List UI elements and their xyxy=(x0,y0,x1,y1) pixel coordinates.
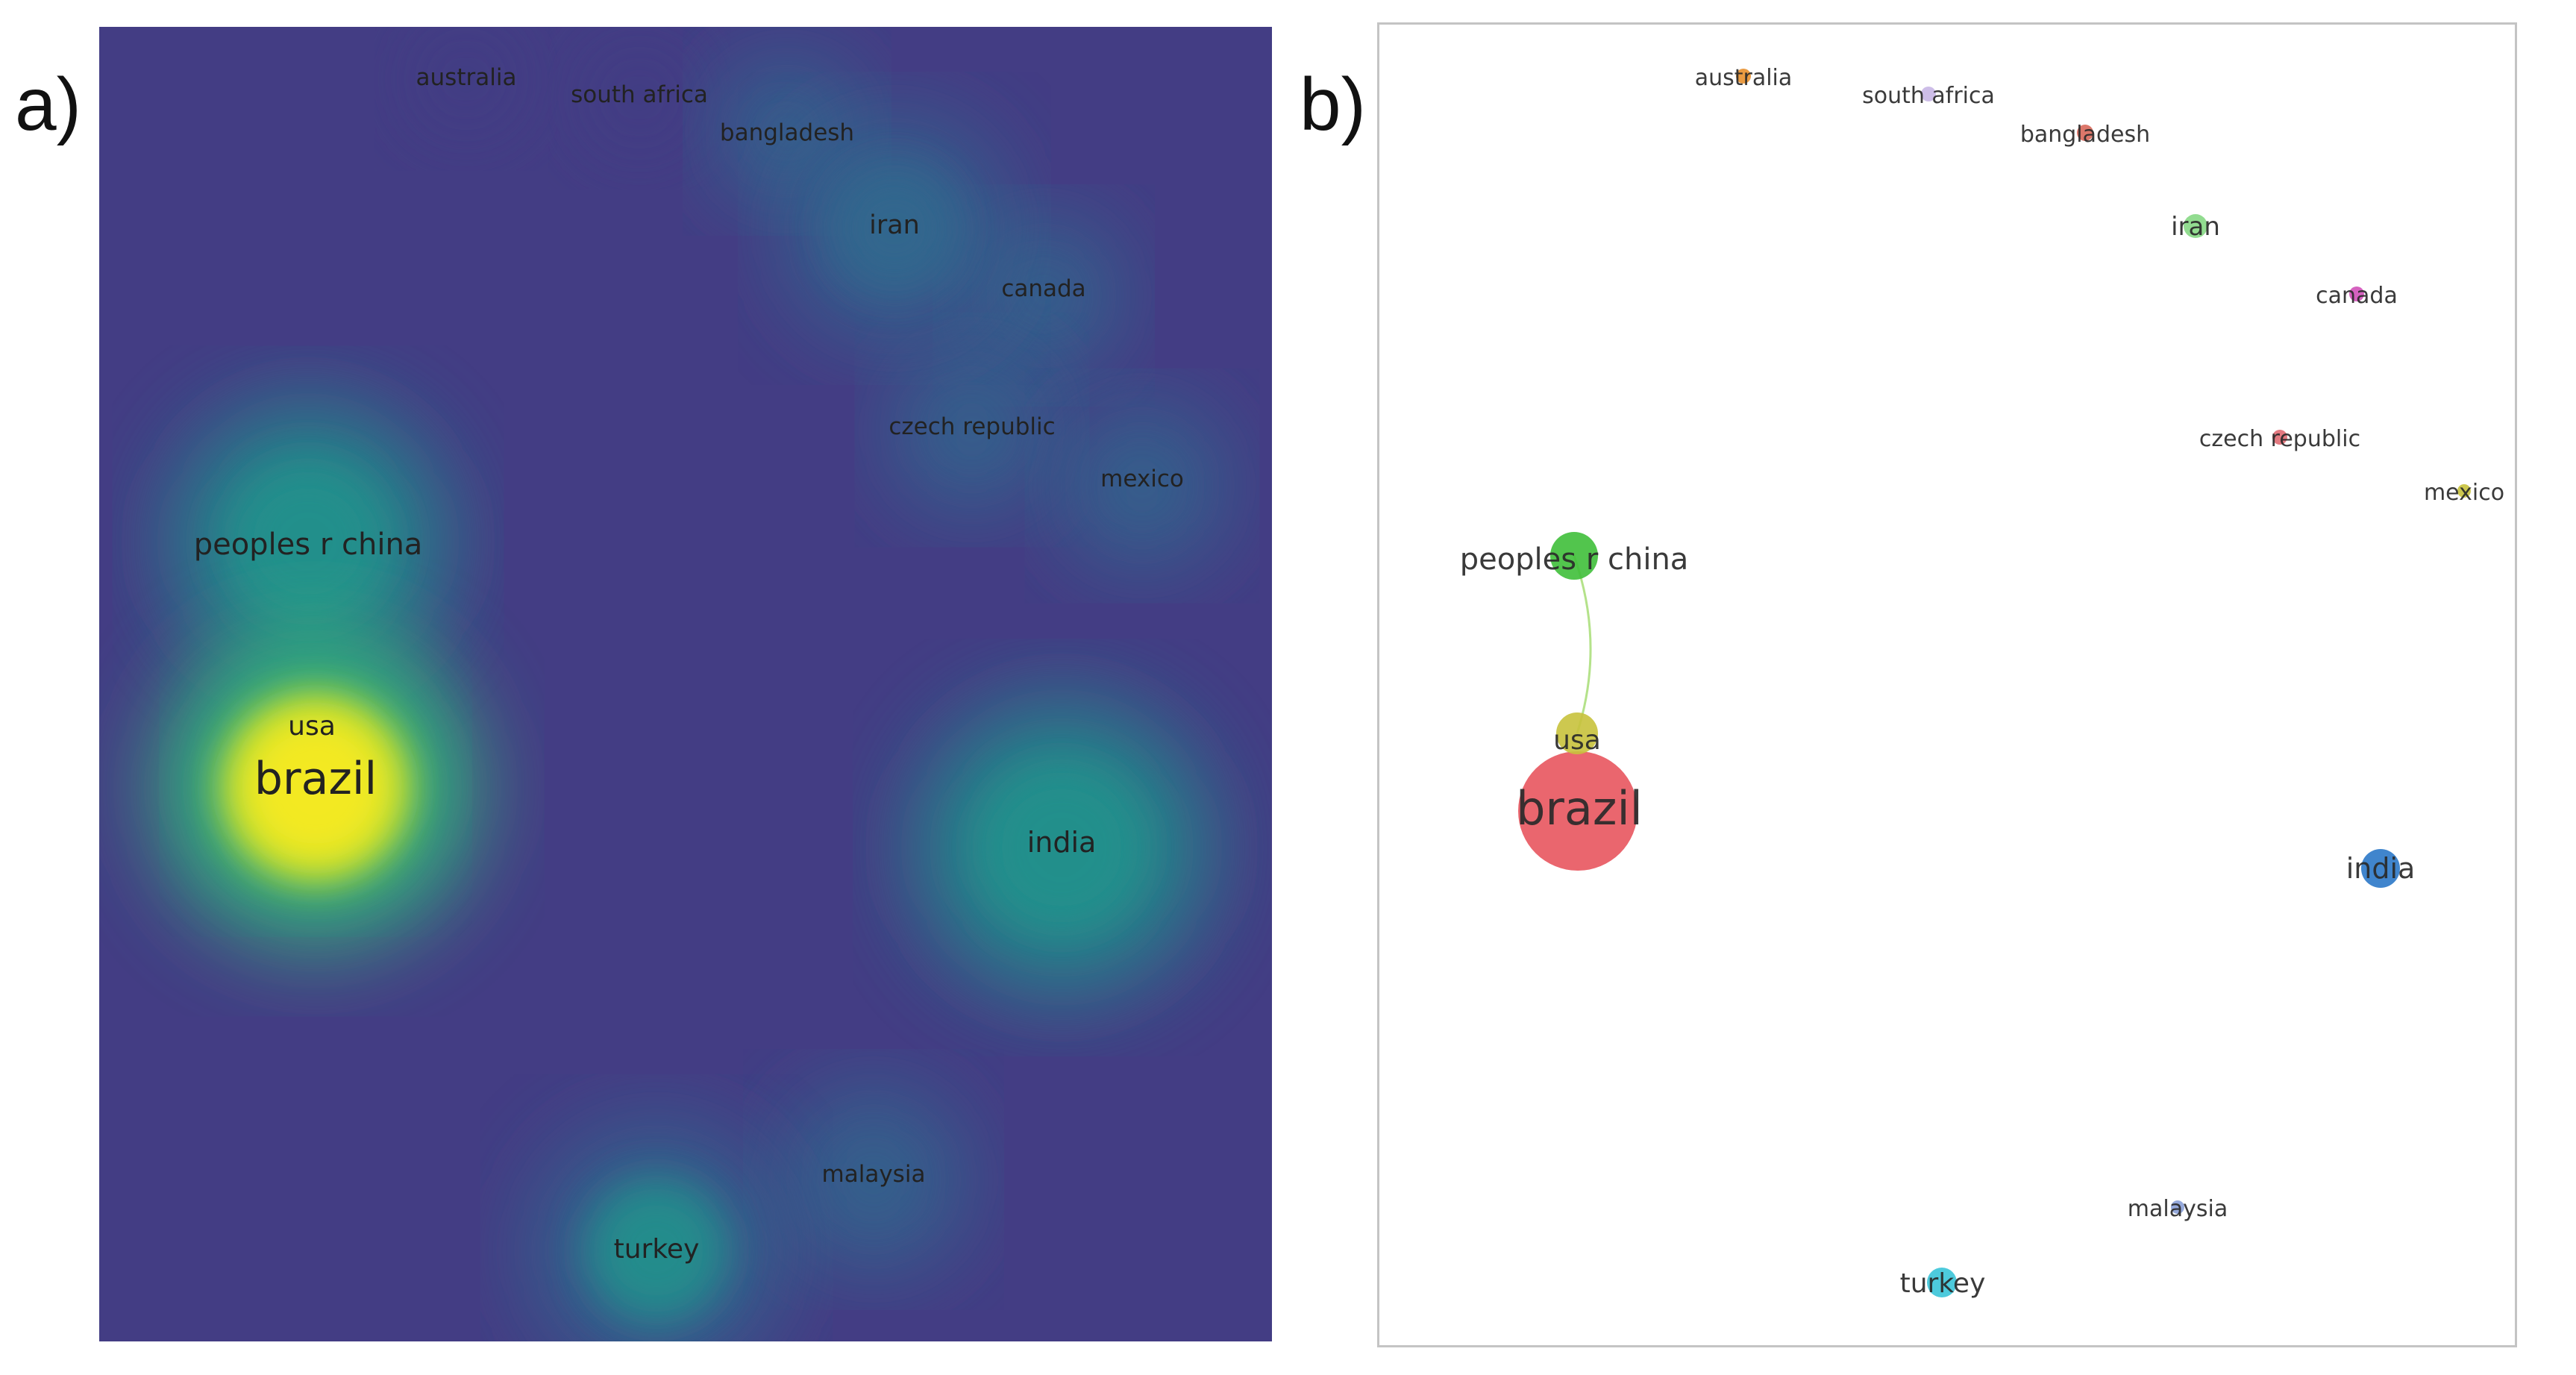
density-label-malaysia: malaysia xyxy=(822,1161,926,1188)
density-label-china: peoples r china xyxy=(194,527,423,562)
density-label-south_africa: south africa xyxy=(571,81,708,108)
density-label-usa: usa xyxy=(288,711,336,742)
density-label-canada: canada xyxy=(1001,275,1085,302)
network-label-czech: czech republic xyxy=(2199,426,2360,452)
network-node-india xyxy=(2361,849,2400,888)
network-node-iran xyxy=(2184,214,2207,238)
density-label-iran: iran xyxy=(869,210,920,240)
panel-b-label: b) xyxy=(1300,63,1366,146)
network-frame xyxy=(1377,22,2517,1347)
density-blob-mexico xyxy=(1058,401,1226,570)
network-label-china: peoples r china xyxy=(1460,542,1689,577)
density-core-iran xyxy=(832,166,957,291)
network-node-turkey xyxy=(1927,1268,1957,1297)
density-map: brazil usa peoples r china india turkey iran a… xyxy=(99,27,1272,1341)
density-core-china xyxy=(230,463,386,620)
network-label-turkey: turkey xyxy=(1900,1268,1986,1299)
network-node-china xyxy=(1550,532,1598,580)
density-blob-australia xyxy=(401,27,532,145)
density-label-mexico: mexico xyxy=(1100,466,1184,492)
density-label-czech: czech republic xyxy=(889,413,1055,440)
density-label-brazil: brazil xyxy=(254,753,377,805)
network-node-bangladesh xyxy=(2077,125,2093,141)
density-label-bangladesh: bangladesh xyxy=(720,119,854,146)
network-label-australia: australia xyxy=(1695,65,1793,91)
density-blob-czech xyxy=(888,345,1056,514)
network-node-australia xyxy=(1736,69,1751,84)
density-label-turkey: turkey xyxy=(614,1234,700,1265)
network-map: brazil usa peoples r china india turkey iran a… xyxy=(1377,22,2517,1347)
network-label-malaysia: malaysia xyxy=(2128,1196,2228,1222)
network-label-south_africa: south africa xyxy=(1862,83,1995,109)
network-node-malaysia xyxy=(2171,1200,2184,1214)
network-node-mexico xyxy=(2457,484,2471,498)
network-node-usa xyxy=(1556,712,1598,754)
network-node-brazil xyxy=(1518,751,1638,871)
network-label-india: india xyxy=(2346,852,2416,885)
density-core-turkey xyxy=(586,1180,727,1321)
network-label-bangladesh: bangladesh xyxy=(2020,122,2150,148)
network-label-mexico: mexico xyxy=(2424,480,2504,506)
panel-a-label: a) xyxy=(15,63,81,146)
density-label-australia: australia xyxy=(416,64,517,91)
density-blob-canada xyxy=(964,216,1124,375)
density-blob-south_africa xyxy=(574,32,705,163)
density-core-india xyxy=(978,764,1145,931)
network-node-canada xyxy=(2349,286,2364,301)
density-label-india: india xyxy=(1027,826,1097,859)
network-label-iran: iran xyxy=(2171,212,2220,242)
density-peak-brazil xyxy=(234,707,397,869)
density-blob-malaysia xyxy=(780,1086,967,1273)
network-label-usa: usa xyxy=(1553,725,1601,756)
network-node-czech xyxy=(2272,430,2287,445)
network-label-brazil: brazil xyxy=(1516,781,1643,836)
network-label-canada: canada xyxy=(2316,283,2398,309)
network-node-south_africa xyxy=(1921,87,1936,101)
